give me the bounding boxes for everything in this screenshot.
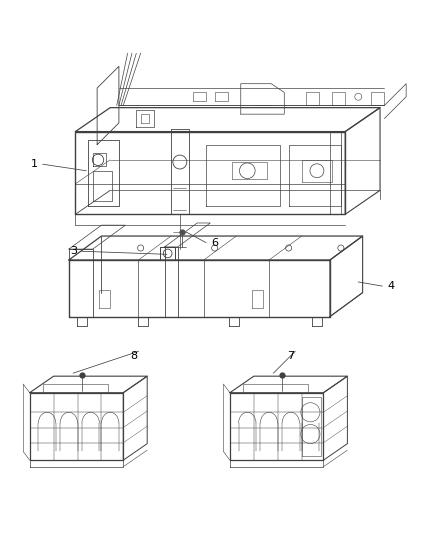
Text: 7: 7 [287, 351, 294, 361]
Text: 3: 3 [70, 246, 77, 256]
Text: 1: 1 [31, 159, 38, 169]
Text: 6: 6 [211, 238, 218, 247]
Text: 4: 4 [387, 281, 395, 291]
Text: 8: 8 [131, 351, 138, 361]
